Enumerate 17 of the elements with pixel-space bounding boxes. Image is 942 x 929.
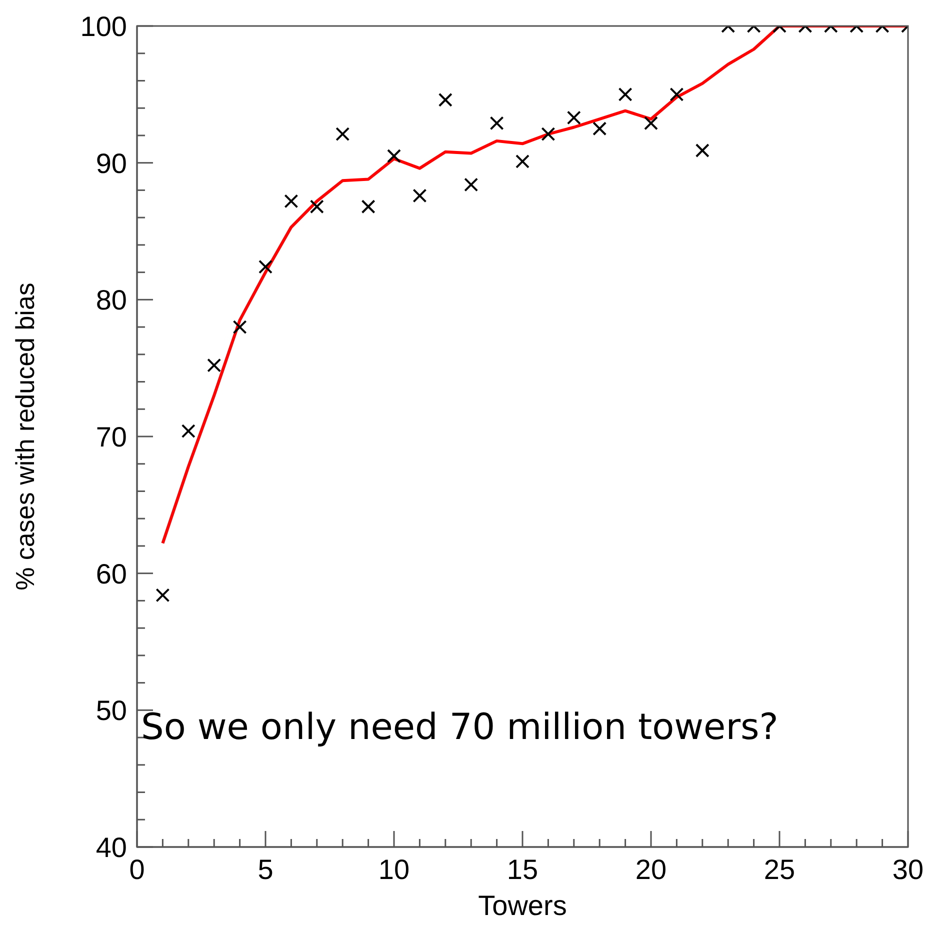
x-tick-label: 10 bbox=[378, 854, 410, 885]
x-tick-label: 15 bbox=[506, 854, 538, 885]
x-tick-label: 5 bbox=[258, 854, 274, 885]
y-tick-label: 90 bbox=[96, 148, 127, 179]
y-tick-label: 70 bbox=[96, 422, 127, 452]
y-tick-label: 60 bbox=[96, 558, 127, 590]
y-tick-label: 40 bbox=[96, 832, 127, 863]
x-tick-label: 30 bbox=[892, 854, 924, 885]
x-tick-label: 25 bbox=[764, 854, 796, 885]
y-tick-label: 50 bbox=[96, 695, 127, 726]
y-axis-title: % cases with reduced bias bbox=[10, 282, 40, 590]
x-tick-label: 0 bbox=[129, 854, 145, 885]
y-tick-label: 100 bbox=[80, 11, 127, 42]
x-tick-label: 20 bbox=[635, 854, 667, 885]
annotation: So we only need 70 million towers? bbox=[141, 707, 778, 748]
y-tick-label: 80 bbox=[96, 284, 127, 316]
x-axis-title: Towers bbox=[478, 890, 567, 921]
